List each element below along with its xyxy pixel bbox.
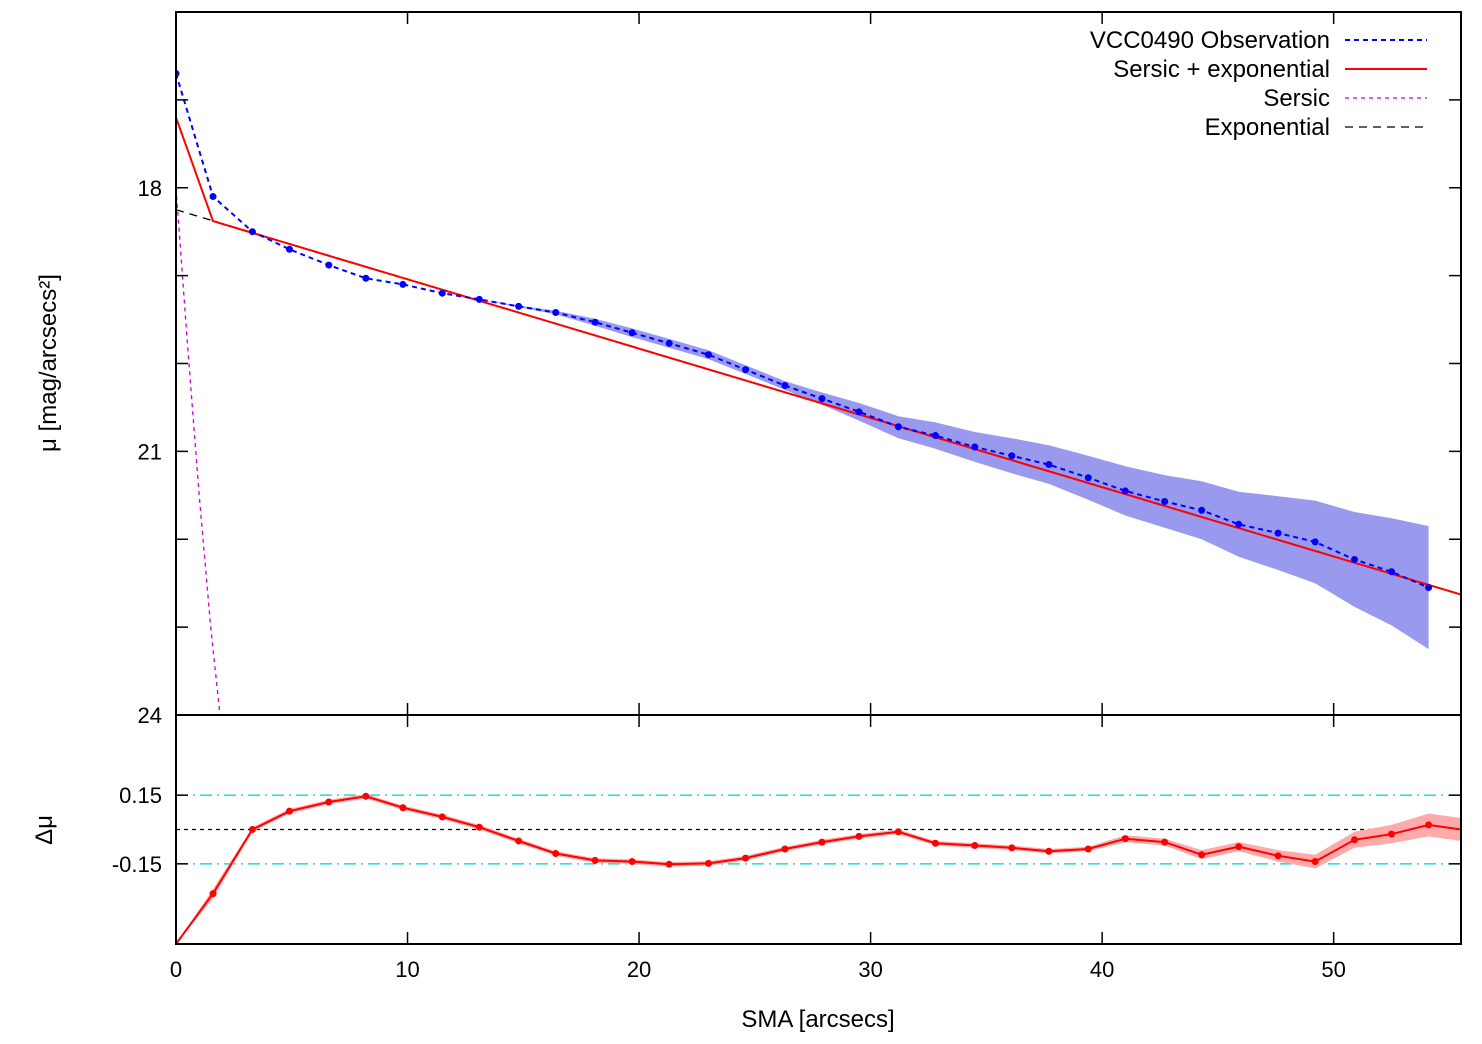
- observation-point: [325, 261, 333, 269]
- observation-point: [552, 309, 560, 317]
- residual-point: [1084, 845, 1092, 853]
- residual-point: [399, 804, 407, 812]
- residual-point: [1350, 836, 1358, 844]
- observation-point: [1235, 520, 1243, 528]
- y-axis-title-top: μ [mag/arcsecs²]: [35, 274, 62, 452]
- legend-label: Sersic: [1263, 85, 1330, 112]
- observation-point: [515, 302, 523, 310]
- observation-point: [399, 280, 407, 288]
- observation-point: [665, 339, 673, 347]
- observation-point: [1084, 474, 1092, 482]
- observation-point: [818, 395, 826, 403]
- y-tick-label: 24: [138, 703, 162, 728]
- residual-point: [1045, 847, 1053, 855]
- residual-point: [1198, 851, 1206, 859]
- residual-point: [1388, 830, 1396, 838]
- residual-point: [591, 856, 599, 864]
- observation-point: [1350, 555, 1358, 563]
- observation-point: [1198, 506, 1206, 514]
- residual-point: [552, 850, 560, 858]
- observation-point: [438, 289, 446, 297]
- observation-point: [931, 432, 939, 440]
- observation-point: [705, 351, 713, 359]
- observation-point: [855, 408, 863, 416]
- x-tick-label: 30: [858, 957, 882, 982]
- observation-point: [362, 274, 370, 282]
- observation-point: [1388, 568, 1396, 576]
- residual-point: [362, 792, 370, 800]
- observation-point: [1311, 538, 1319, 546]
- observation-error-band: [176, 73, 1429, 650]
- residual-line: [176, 795, 1461, 944]
- bottom-panel-frame: [175, 714, 1462, 945]
- residual-point: [931, 839, 939, 847]
- y-tick-label: 18: [138, 176, 162, 201]
- residual-point: [325, 798, 333, 806]
- residual-error-band: [176, 794, 1461, 944]
- legend-label: VCC0490 Observation: [1090, 27, 1330, 54]
- y-tick-label: 0.15: [119, 783, 162, 808]
- residual-point: [248, 826, 256, 833]
- observation-point: [285, 245, 293, 253]
- series-line-vcc0490-observation: [176, 73, 1429, 589]
- legend-label: Sersic + exponential: [1113, 56, 1330, 83]
- observation-point: [742, 366, 750, 374]
- observation-point: [1121, 487, 1129, 495]
- observation-point: [1161, 497, 1169, 505]
- x-tick-label: 20: [627, 957, 651, 982]
- residual-point: [1311, 858, 1319, 866]
- residual-point: [1274, 852, 1282, 860]
- observation-point: [209, 193, 217, 201]
- x-tick-label: 0: [170, 957, 182, 982]
- residual-point: [1235, 843, 1243, 851]
- residual-point: [665, 860, 673, 868]
- residual-point: [285, 807, 293, 815]
- observation-point: [475, 295, 483, 303]
- x-tick-label: 50: [1321, 957, 1345, 982]
- residual-point: [894, 828, 902, 836]
- observation-point: [591, 318, 599, 326]
- residual-point: [818, 838, 826, 846]
- observation-point: [1008, 452, 1016, 460]
- y-axis-title-bottom: Δμ: [31, 815, 58, 845]
- residual-point: [1008, 844, 1016, 852]
- observation-point: [1274, 529, 1282, 537]
- residual-point: [855, 832, 863, 840]
- residual-point: [628, 858, 636, 866]
- x-axis-title: SMA [arcsecs]: [741, 1006, 894, 1033]
- observation-point: [1425, 584, 1433, 592]
- x-tick-label: 10: [395, 957, 419, 982]
- residual-point: [705, 859, 713, 867]
- observation-point: [248, 228, 256, 236]
- observation-point: [628, 329, 636, 337]
- series-line-sersic-exponential: [176, 117, 1461, 596]
- y-tick-label: 21: [138, 439, 162, 464]
- residual-point: [209, 890, 217, 898]
- observation-point: [1045, 461, 1053, 469]
- y-tick-label: -0.15: [112, 852, 162, 877]
- residual-point: [1161, 838, 1169, 846]
- residual-point: [515, 837, 523, 845]
- observation-point: [894, 423, 902, 431]
- residual-point: [971, 842, 979, 850]
- residual-point: [438, 813, 446, 821]
- residual-point: [475, 823, 483, 831]
- residual-point: [742, 854, 750, 862]
- residual-panel: 0.15 -0.15 0 10 20 30 40 50: [112, 714, 1462, 982]
- residual-point: [1425, 821, 1433, 829]
- residual-point: [781, 845, 789, 853]
- series-line-sersic: [176, 187, 221, 715]
- observation-point: [781, 381, 789, 389]
- legend-label: Exponential: [1205, 114, 1330, 141]
- observation-point: [971, 443, 979, 451]
- x-tick-label: 40: [1090, 957, 1114, 982]
- residual-point: [1121, 835, 1129, 843]
